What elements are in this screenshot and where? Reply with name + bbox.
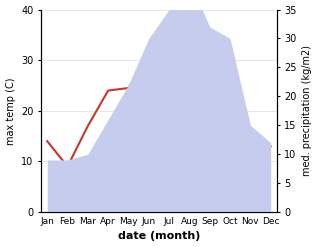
X-axis label: date (month): date (month) [118, 231, 200, 242]
Y-axis label: med. precipitation (kg/m2): med. precipitation (kg/m2) [302, 45, 313, 176]
Y-axis label: max temp (C): max temp (C) [5, 77, 16, 144]
